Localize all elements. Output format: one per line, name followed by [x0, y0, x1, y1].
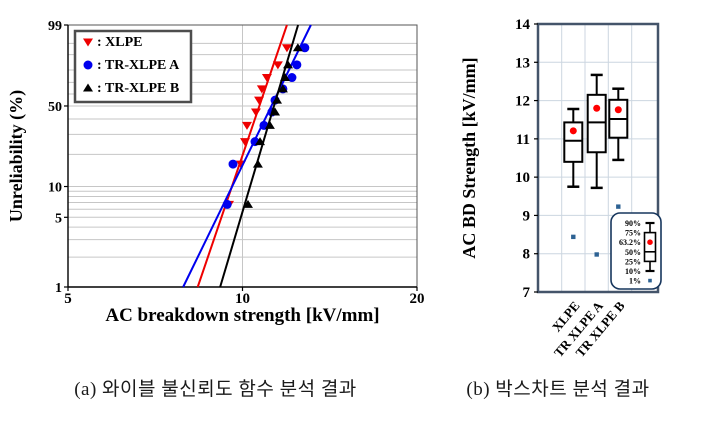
x-tick-label: 10 — [235, 291, 250, 307]
point-tr-xlpe-b — [292, 43, 303, 52]
legend-label: 10% — [625, 267, 641, 276]
legend-item-tr-xlpe-a: : TR-XLPE A — [83, 58, 180, 73]
legend-label: 25% — [625, 257, 641, 266]
point-xlpe — [250, 108, 261, 117]
point-xlpe — [240, 138, 251, 147]
box-tr-xlpe-a — [586, 73, 607, 257]
legend-item-xlpe: : XLPE — [83, 35, 143, 50]
point-tr-xlpe-b — [242, 199, 253, 208]
series-tr-xlpe-b — [219, 24, 303, 288]
legend-marker-tr-xlpe-a — [83, 60, 93, 70]
point-tr-xlpe-b — [272, 95, 283, 104]
legend-label: 50% — [625, 248, 641, 257]
point-xlpe — [261, 74, 272, 83]
series-tr-xlpe-a — [182, 24, 312, 288]
plot-border — [536, 22, 660, 294]
mean-dot — [593, 104, 601, 112]
legend-label: 75% — [625, 229, 641, 238]
outlier-point — [616, 204, 621, 209]
fit-line-tr-xlpe-b — [219, 24, 300, 288]
point-tr-xlpe-a — [292, 60, 302, 70]
point-tr-xlpe-b — [282, 60, 293, 69]
legend-label: : TR-XLPE A — [97, 58, 180, 73]
y-axis-title: Unreliability (%) — [6, 90, 27, 222]
y-tick-label: 12 — [515, 94, 530, 110]
outlier-point — [571, 234, 576, 240]
x-tick-label: 5 — [64, 291, 72, 307]
legend-glyph — [643, 221, 657, 283]
legend-marker-tr-xlpe-b — [83, 83, 93, 92]
y-tick-label: 14 — [515, 17, 531, 33]
mean-dot — [569, 127, 577, 135]
box-xlpe — [563, 107, 584, 240]
percentile-legend: 90%75%63.2%50%25%10%1% — [610, 212, 662, 290]
y-tick-label: 11 — [516, 132, 530, 148]
point-tr-xlpe-a — [222, 199, 232, 209]
legend-marker-xlpe — [83, 38, 93, 47]
legend-label: : XLPE — [97, 35, 143, 50]
point-tr-xlpe-b — [280, 73, 291, 82]
y-tick-label: 99 — [48, 19, 62, 34]
y-axis-title: AC BD Strength [kV/mm] — [459, 57, 479, 258]
point-xlpe — [256, 85, 267, 94]
y-tick-label: 7 — [523, 285, 531, 301]
legend-label: 1% — [629, 277, 641, 286]
point-tr-xlpe-a — [228, 159, 238, 169]
point-xlpe — [254, 96, 265, 105]
box-tr-xlpe-b — [608, 87, 629, 209]
point-tr-xlpe-b — [270, 107, 281, 116]
y-tick-label: 10 — [515, 170, 530, 186]
y-tick-label: 10 — [48, 181, 62, 196]
point-tr-xlpe-b — [255, 137, 266, 146]
y-tick-label: 8 — [523, 247, 531, 263]
y-tick-label: 9 — [523, 208, 531, 224]
caption-a: (a) 와이블 불신뢰도 함수 분석 결과 — [74, 379, 357, 400]
fit-line-xlpe — [196, 24, 288, 288]
fit-line-tr-xlpe-a — [182, 24, 312, 288]
legend-label: : TR-XLPE B — [97, 81, 179, 96]
point-tr-xlpe-a — [287, 73, 297, 83]
point-xlpe — [281, 44, 292, 53]
y-tick-label: 5 — [55, 211, 62, 226]
mean-dot — [614, 106, 622, 114]
y-tick-label: 50 — [48, 100, 62, 115]
x-axis-title: AC breakdown strength [kV/mm] — [105, 305, 379, 326]
point-xlpe — [241, 121, 252, 130]
point-tr-xlpe-b — [252, 159, 263, 168]
y-tick-label: 13 — [515, 55, 530, 71]
series-xlpe — [196, 24, 292, 288]
legend-box — [73, 29, 193, 104]
weibull-gridlines — [68, 25, 417, 287]
caption-b: (b) 박스차트 분석 결과 — [466, 379, 650, 400]
point-tr-xlpe-b — [264, 120, 275, 129]
legend-label: 63.2% — [619, 238, 641, 247]
outlier-point — [594, 252, 599, 257]
legend-item-tr-xlpe-b: : TR-XLPE B — [83, 81, 179, 96]
point-tr-xlpe-a — [300, 43, 310, 53]
legend-label: 90% — [625, 219, 641, 228]
y-tick-label: 1 — [55, 281, 62, 296]
x-tick-label: 20 — [410, 291, 425, 307]
point-xlpe — [272, 61, 283, 70]
point-tr-xlpe-b — [277, 84, 288, 93]
legend: : XLPE : TR-XLPE A : TR-XLPE B — [73, 29, 193, 104]
